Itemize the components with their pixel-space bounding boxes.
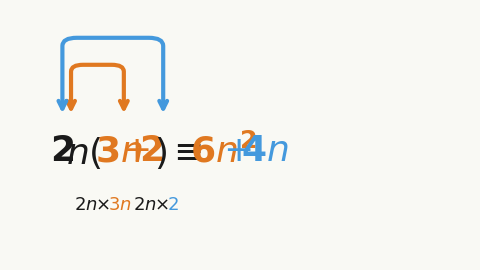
Text: $)$: $)$: [154, 134, 167, 171]
Text: $2$: $2$: [167, 197, 178, 214]
Text: $\equiv$: $\equiv$: [166, 137, 201, 168]
Text: $3\mathit{n}$: $3\mathit{n}$: [108, 197, 132, 214]
Text: $\mathit{n}($: $\mathit{n}($: [66, 134, 102, 171]
Text: $\mathbf{6}\mathit{n}^{\mathbf{2}}$: $\mathbf{6}\mathit{n}^{\mathbf{2}}$: [190, 134, 257, 171]
Text: $2\mathit{n}$: $2\mathit{n}$: [133, 197, 157, 214]
Text: $\times$: $\times$: [154, 197, 168, 213]
Text: $+$: $+$: [121, 137, 150, 168]
Text: $\mathbf{3}\mathit{n}$: $\mathbf{3}\mathit{n}$: [95, 136, 142, 169]
Text: $2\mathit{n}$: $2\mathit{n}$: [74, 197, 98, 214]
Text: $\mathbf{2}$: $\mathbf{2}$: [50, 136, 74, 169]
Text: $\times$: $\times$: [95, 197, 109, 213]
Text: $\mathbf{2}$: $\mathbf{2}$: [139, 136, 163, 169]
Text: $+$: $+$: [223, 137, 252, 168]
Text: $\mathbf{4}\mathit{n}$: $\mathbf{4}\mathit{n}$: [241, 136, 288, 169]
